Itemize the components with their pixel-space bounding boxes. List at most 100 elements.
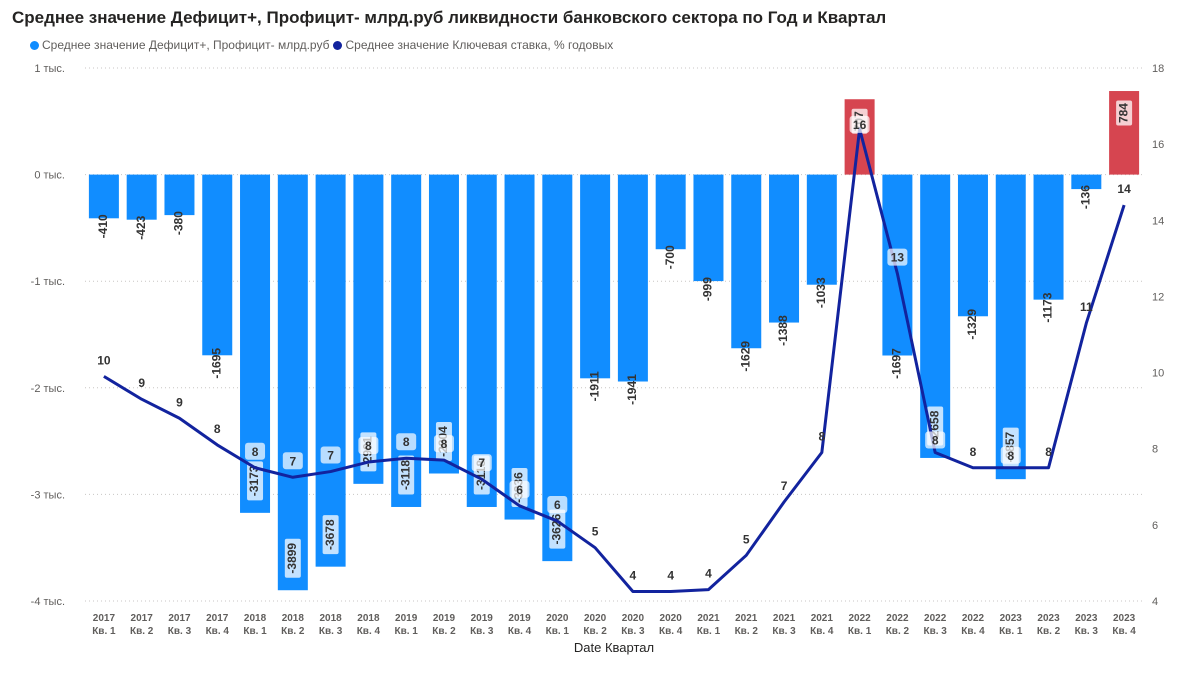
line-value-label: 8 — [365, 439, 372, 453]
x-tick-year: 2021 — [773, 613, 796, 624]
x-tick-quarter: Кв. 1 — [92, 626, 116, 637]
line-label-bg — [396, 433, 417, 451]
legend-item-deficit[interactable]: Среднее значение Дефицит+, Профицит- млр… — [30, 38, 329, 52]
bar-value-label: -3173 — [247, 465, 261, 496]
line-series: 10 9 9 8 8 7 7 8 8 8 7 6 6 5 4 4 4 5 7 8 16 13 8 8 8 8 11 14 — [97, 115, 1131, 593]
x-tick-year: 2023 — [1000, 613, 1023, 624]
bar-series: -410-423-380-1695-3173-3899-3678-2901-31… — [88, 91, 1140, 591]
x-tick-year: 2019 — [395, 613, 418, 624]
line-value-label: 6 — [516, 483, 523, 497]
bar-value-label: -1173 — [1041, 292, 1055, 322]
line-label-bg — [433, 435, 454, 453]
legend-marker-key-rate — [333, 40, 343, 50]
bar-value-label: -136 — [1078, 185, 1092, 209]
x-tick-quarter: Кв. 4 — [508, 626, 532, 637]
x-tick-quarter: Кв. 1 — [394, 626, 418, 637]
axes: 1 тыс. 0 тыс. -1 тыс. -2 тыс. -3 тыс. -4 тыс.… — [31, 63, 1165, 637]
line-label-bg — [358, 437, 379, 455]
x-tick-year: 2019 — [508, 613, 531, 624]
x-tick-quarter: Кв. 4 — [1112, 626, 1136, 637]
x-tick-quarter: Кв. 1 — [999, 626, 1023, 637]
line-label-bg — [509, 480, 530, 498]
x-tick-year: 2019 — [471, 613, 494, 624]
line-label-bg — [245, 442, 266, 460]
x-tick-year: 2022 — [848, 613, 871, 624]
x-tick-year: 2017 — [131, 613, 154, 624]
x-tick-quarter: Кв. 3 — [319, 626, 343, 637]
y-right-tick-label: 8 — [1152, 444, 1158, 456]
x-tick-quarter: Кв. 2 — [432, 626, 456, 637]
bar — [1033, 174, 1064, 300]
bar — [353, 174, 384, 484]
bar — [580, 174, 611, 379]
bar-value-label: -3899 — [285, 543, 299, 574]
bar — [806, 174, 837, 285]
y-right-tick-label: 18 — [1152, 63, 1164, 75]
legend-item-key-rate[interactable]: Среднее значение Ключевая ставка, % годо… — [333, 38, 613, 52]
bar-label-bg — [247, 461, 264, 501]
x-tick-quarter: Кв. 2 — [735, 626, 759, 637]
x-tick-year: 2020 — [546, 613, 569, 624]
x-tick-quarter: Кв. 2 — [886, 626, 910, 637]
x-tick-quarter: Кв. 1 — [848, 626, 872, 637]
line-value-label: 4 — [630, 568, 637, 582]
bar-value-label: -3678 — [323, 519, 337, 550]
y-right-tick-label: 14 — [1152, 215, 1164, 227]
bar-label-bg — [322, 515, 339, 555]
bar-value-label: -700 — [663, 245, 677, 269]
bar-label-bg — [1116, 100, 1133, 126]
y-left-tick-label: 0 тыс. — [34, 170, 65, 182]
x-tick-year: 2023 — [1037, 613, 1060, 624]
line-label-bg — [282, 452, 303, 470]
y-right-tick-label: 10 — [1152, 368, 1164, 380]
bar — [315, 174, 346, 567]
x-tick-year: 2018 — [319, 613, 342, 624]
legend: Среднее значение Дефицит+, Профицит- млр… — [30, 38, 617, 52]
bar-value-label: -999 — [701, 277, 715, 301]
key-rate-line — [103, 127, 1126, 593]
x-tick-quarter: Кв. 4 — [810, 626, 834, 637]
line-value-label: 8 — [1007, 449, 1014, 463]
x-tick-year: 2021 — [811, 613, 834, 624]
line-value-label: 14 — [1117, 182, 1131, 196]
x-tick-quarter: Кв. 3 — [772, 626, 796, 637]
bar — [466, 174, 497, 507]
line-value-label: 16 — [853, 118, 867, 132]
line-value-label: 4 — [705, 567, 712, 581]
bar-value-label: -410 — [96, 214, 110, 238]
x-tick-quarter: Кв. 3 — [621, 626, 645, 637]
bar-value-label: -1911 — [587, 371, 601, 401]
x-tick-quarter: Кв. 1 — [546, 626, 570, 637]
line-value-label: 8 — [932, 434, 939, 448]
x-tick-quarter: Кв. 4 — [659, 626, 683, 637]
line-label-bg — [547, 496, 568, 514]
y-left-tick-label: -1 тыс. — [31, 276, 65, 288]
bar — [126, 174, 157, 220]
line-value-label: 8 — [403, 435, 410, 449]
x-tick-quarter: Кв. 2 — [583, 626, 607, 637]
x-tick-quarter: Кв. 3 — [923, 626, 947, 637]
x-tick-quarter: Кв. 4 — [357, 626, 381, 637]
x-tick-year: 2020 — [660, 613, 683, 624]
line-label-bg — [887, 248, 908, 266]
y-right-tick-label: 16 — [1152, 139, 1164, 151]
line-value-label: 7 — [289, 454, 296, 468]
bar-label-bg — [284, 538, 301, 578]
x-tick-quarter: Кв. 3 — [470, 626, 494, 637]
line-label-bg — [849, 115, 870, 133]
bar-value-label: -1629 — [738, 341, 752, 372]
line-value-label: 7 — [327, 449, 334, 463]
legend-label-key-rate: Среднее значение Ключевая ставка, % годо… — [345, 38, 614, 52]
bar — [1071, 174, 1102, 190]
chart-title: Среднее значение Дефицит+, Профицит- млр… — [12, 8, 887, 27]
bar-value-label: -1388 — [776, 315, 790, 346]
x-tick-year: 2022 — [886, 613, 909, 624]
bar — [957, 174, 988, 317]
bar-value-label: -1033 — [814, 277, 828, 308]
line-value-label: 8 — [214, 422, 221, 436]
x-tick-year: 2017 — [168, 613, 191, 624]
x-tick-year: 2022 — [924, 613, 947, 624]
x-tick-year: 2018 — [244, 613, 267, 624]
line-value-label: 5 — [743, 532, 750, 546]
bar-value-label: 784 — [1116, 103, 1130, 123]
